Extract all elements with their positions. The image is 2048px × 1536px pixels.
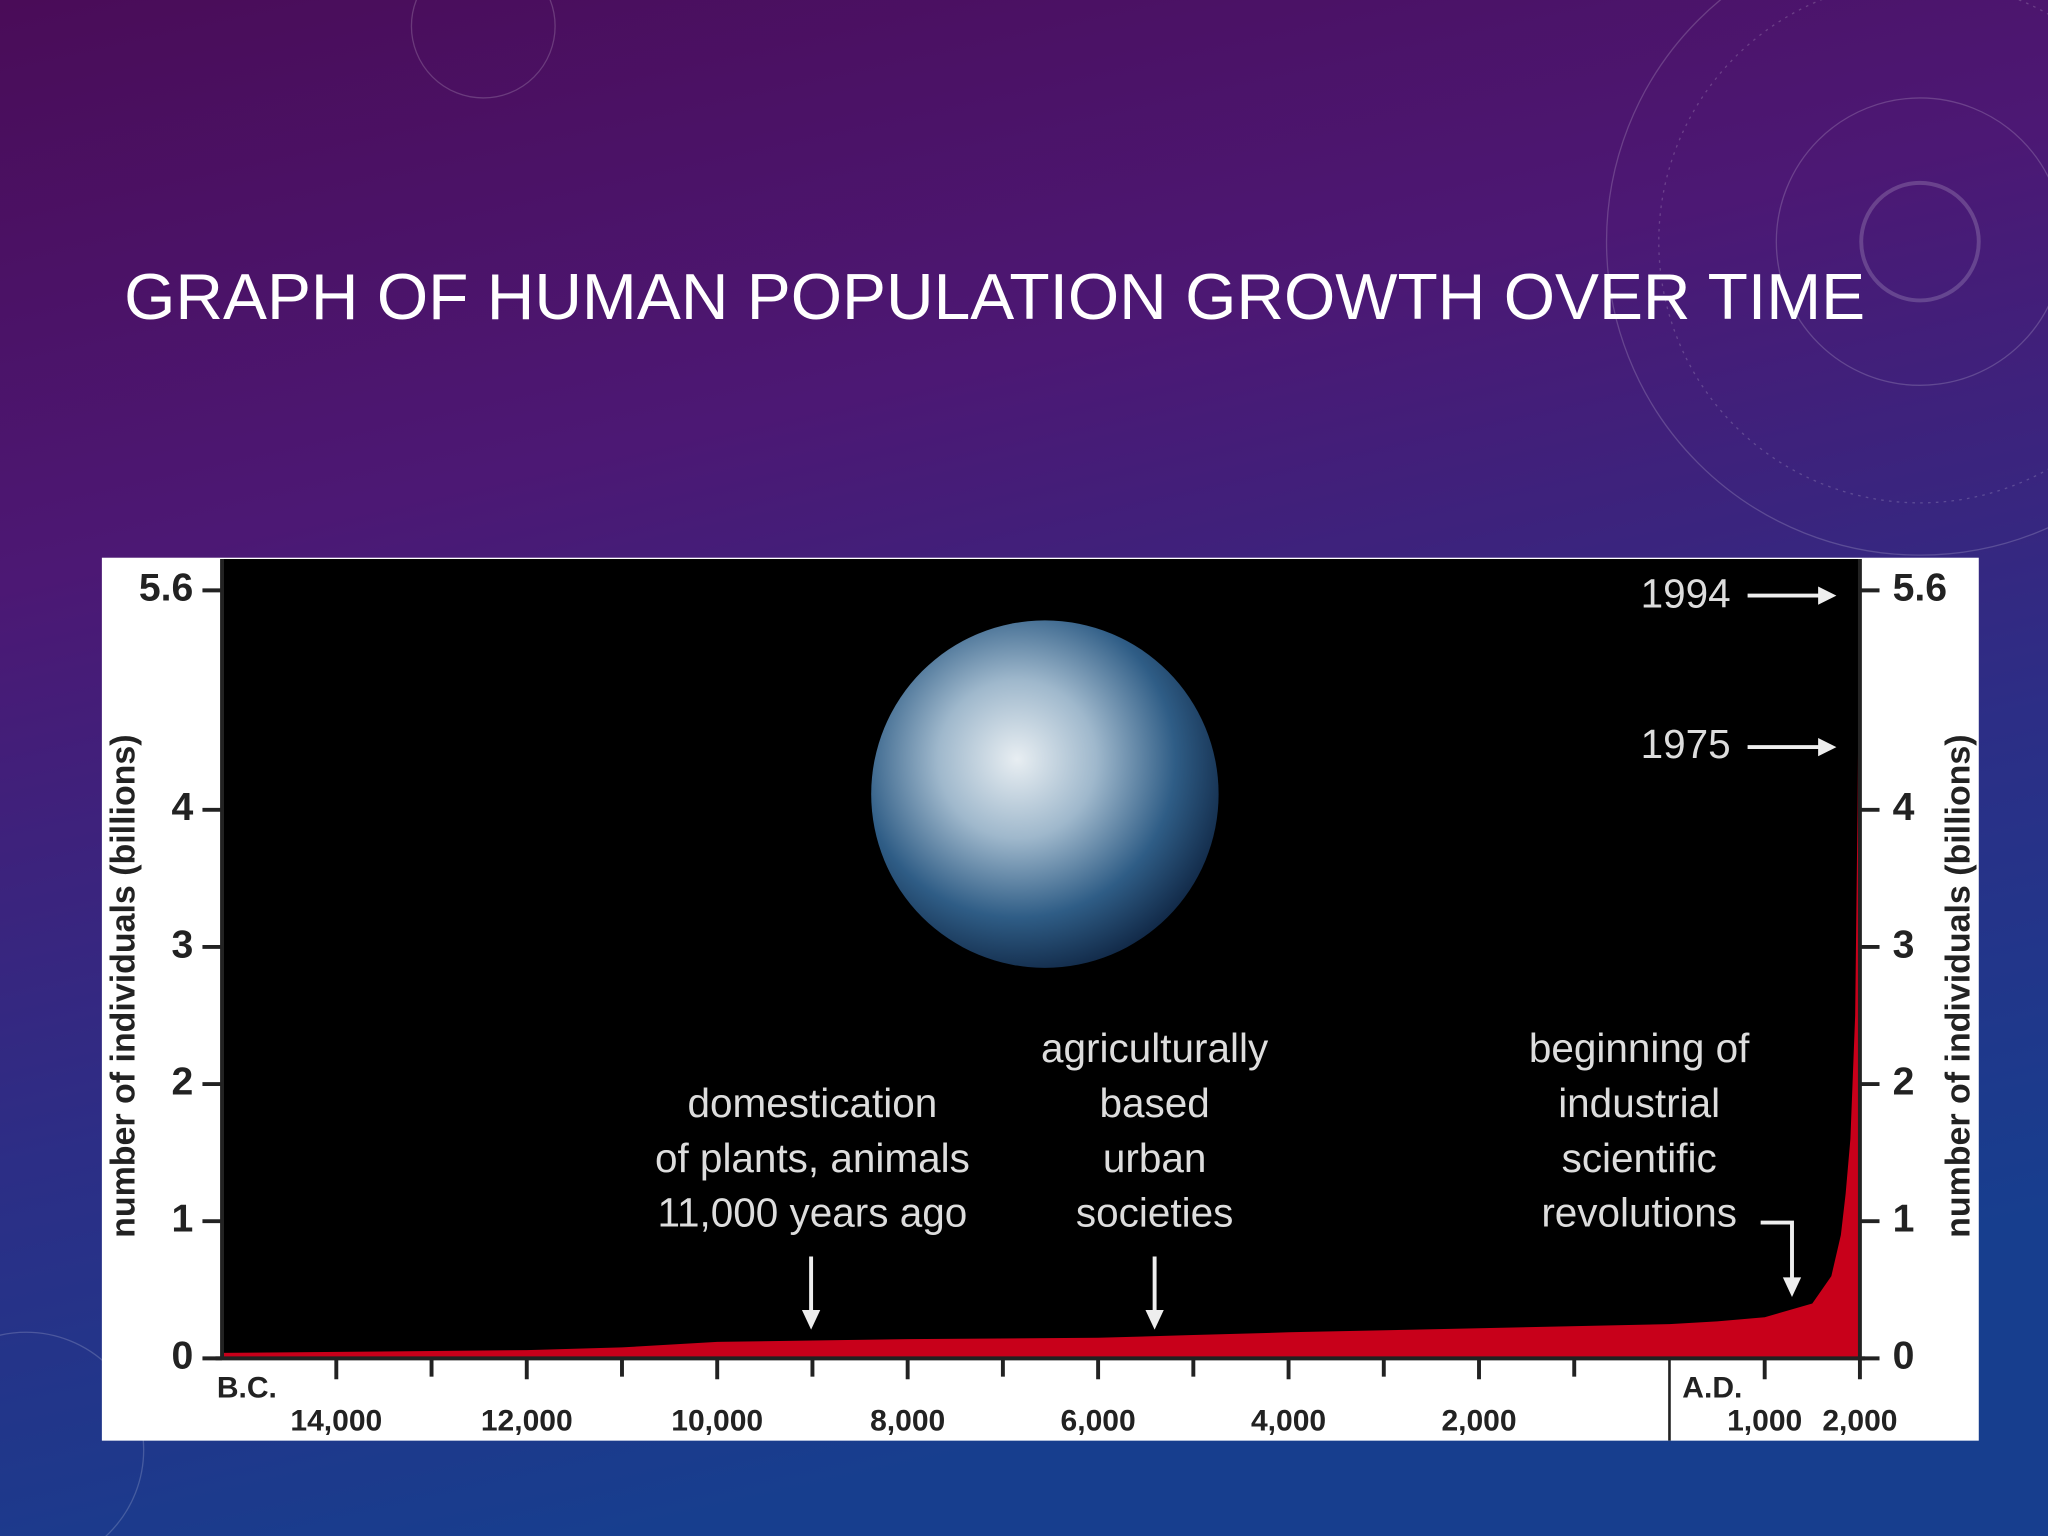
decor-circle: [1775, 97, 2048, 386]
y-axis-label: number of individuals (billions): [104, 734, 142, 1237]
y-tick-label: 1: [172, 1198, 194, 1241]
annotation: 1975: [1641, 721, 1731, 767]
decor-circle: [1859, 180, 1981, 303]
arrows: [801, 586, 1837, 1330]
x-tick-label: 2,000: [1822, 1404, 1897, 1437]
y-tick-label: 4: [172, 786, 194, 829]
y-tick-label-right: 5.6: [1893, 567, 1947, 610]
annotation: 11,000 years ago: [658, 1190, 968, 1236]
x-tick-label: 4,000: [1251, 1404, 1326, 1437]
annotation: domestication: [688, 1080, 938, 1126]
y-axis-label-right: number of individuals (billions): [1939, 734, 1977, 1237]
x-tick-label: 14,000: [290, 1404, 382, 1437]
x-tick-label: 10,000: [671, 1404, 763, 1437]
decor-circle: [1605, 0, 2048, 556]
annotation: revolutions: [1541, 1190, 1737, 1236]
y-tick-label-right: 3: [1893, 923, 1915, 966]
slide-title: GRAPH OF HUMAN POPULATION GROWTH OVER TI…: [124, 260, 1865, 333]
y-tick-label: 5.6: [139, 567, 193, 610]
y-tick-label-right: 2: [1893, 1060, 1915, 1103]
y-tick-label: 0: [172, 1335, 194, 1378]
arrow-head: [1818, 586, 1837, 605]
bc-label: B.C.: [217, 1372, 277, 1405]
arrow-head: [1818, 737, 1837, 757]
annotation: agriculturally: [1041, 1025, 1269, 1071]
y-tick-label-right: 4: [1893, 786, 1915, 829]
annotation: of plants, animals: [655, 1135, 970, 1181]
annotation: scientific: [1562, 1135, 1717, 1181]
decor-circle: [0, 1331, 145, 1536]
arrow-head: [1145, 1310, 1164, 1330]
y-tick-label: 3: [172, 923, 194, 966]
x-tick-label: 1,000: [1727, 1404, 1802, 1437]
x-tick-label: 2,000: [1441, 1404, 1516, 1437]
y-tick-label: 2: [172, 1060, 194, 1103]
annotation: societies: [1076, 1190, 1233, 1236]
annotation: industrial: [1558, 1080, 1720, 1126]
x-tick-label: 6,000: [1061, 1404, 1136, 1437]
x-tick-label: 8,000: [870, 1404, 945, 1437]
earth-image: [871, 620, 1219, 968]
annotation: 1994: [1641, 571, 1731, 617]
ad-label: A.D.: [1682, 1372, 1742, 1405]
annotation: urban: [1103, 1135, 1207, 1181]
annotation: based: [1099, 1080, 1209, 1126]
arrow: [1760, 1220, 1794, 1280]
arrow-head: [801, 1310, 821, 1330]
decor-circle: [410, 0, 556, 99]
annotations: 1994 1975 domestication of plants, anima…: [655, 571, 1750, 1236]
arrow-head: [1782, 1277, 1802, 1297]
x-tick-label: 12,000: [481, 1404, 573, 1437]
y-tick-label-right: 0: [1893, 1335, 1915, 1378]
annotation: beginning of: [1529, 1025, 1750, 1071]
y-tick-label-right: 1: [1893, 1198, 1915, 1241]
